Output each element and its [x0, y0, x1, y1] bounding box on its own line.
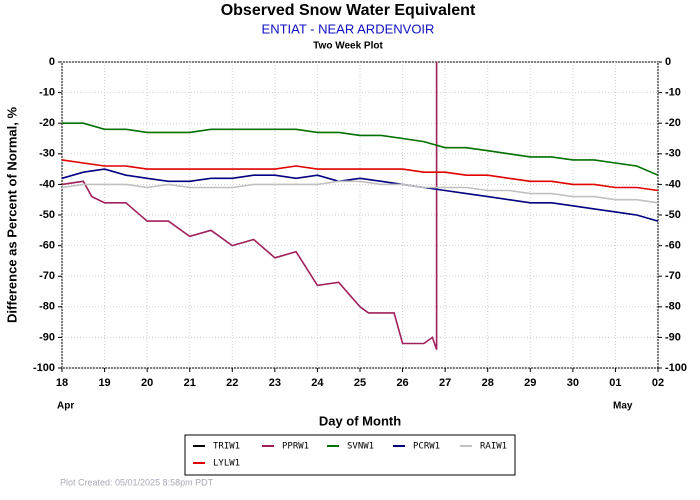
y2-tick-label: -80 — [665, 301, 681, 313]
x-tick-label: 27 — [439, 377, 451, 389]
legend-label: PCRW1 — [413, 442, 440, 452]
y-tick-label: -40 — [39, 178, 55, 190]
x-axis-label: Day of Month — [319, 413, 401, 428]
y2-tick-label: -70 — [665, 270, 681, 282]
y2-tick-label: -20 — [665, 117, 681, 129]
y-tick-label: -20 — [39, 117, 55, 129]
x-tick-label: 01 — [609, 377, 621, 389]
x-tick-label: 19 — [98, 377, 110, 389]
legend-label: LYLW1 — [213, 459, 240, 469]
y-tick-label: -80 — [39, 301, 55, 313]
y2-tick-label: -30 — [665, 148, 681, 160]
x-tick-label: 22 — [226, 377, 238, 389]
series-line — [61, 168, 659, 222]
x-tick-label: 26 — [396, 377, 408, 389]
y-tick-label: -10 — [39, 87, 55, 99]
series-line — [61, 180, 659, 204]
y2-tick-label: -90 — [665, 331, 681, 343]
series-line — [61, 62, 438, 350]
legend-label: SVNW1 — [347, 442, 374, 452]
month-label: Apr — [57, 401, 74, 412]
y-tick-label: -50 — [39, 209, 55, 221]
y-tick-label: -100 — [33, 362, 55, 374]
y-tick-label: -60 — [39, 240, 55, 252]
y-tick-label: -70 — [39, 270, 55, 282]
series-line — [61, 159, 659, 192]
x-tick-label: 24 — [311, 377, 324, 389]
y2-tick-label: -60 — [665, 240, 681, 252]
x-tick-label: 18 — [56, 377, 68, 389]
y2-tick-label: -10 — [665, 87, 681, 99]
y-tick-label: 0 — [49, 56, 55, 68]
x-tick-label: 30 — [567, 377, 579, 389]
x-tick-label: 02 — [652, 377, 664, 389]
y2-tick-label: -40 — [665, 178, 681, 190]
chart-title: Observed Snow Water Equivalent — [221, 2, 476, 19]
month-label: May — [613, 401, 633, 412]
y2-tick-label: -100 — [665, 362, 687, 374]
footer: Plot Created: 05/01/2025 8:58pm PDT — [60, 477, 214, 487]
legend-label: RAIW1 — [480, 442, 507, 452]
y-tick-label: -90 — [39, 331, 55, 343]
y-tick-label: -30 — [39, 148, 55, 160]
chart-subtitle: ENTIAT - NEAR ARDENVOIR — [262, 21, 435, 36]
plot-label: Two Week Plot — [313, 41, 383, 52]
y2-tick-label: -50 — [665, 209, 681, 221]
legend-box — [184, 434, 516, 476]
x-tick-label: 20 — [141, 377, 153, 389]
y-axis-label: Difference as Percent of Normal, % — [4, 107, 19, 323]
x-tick-label: 25 — [354, 377, 366, 389]
x-tick-label: 23 — [269, 377, 281, 389]
x-tick-label: 21 — [184, 377, 196, 389]
series-line — [62, 122, 659, 176]
legend-label: TRIW1 — [213, 442, 240, 452]
x-tick-label: 29 — [524, 377, 536, 389]
y2-tick-label: 0 — [665, 56, 671, 68]
legend-label: PPRW1 — [282, 442, 309, 452]
x-tick-label: 28 — [482, 377, 494, 389]
